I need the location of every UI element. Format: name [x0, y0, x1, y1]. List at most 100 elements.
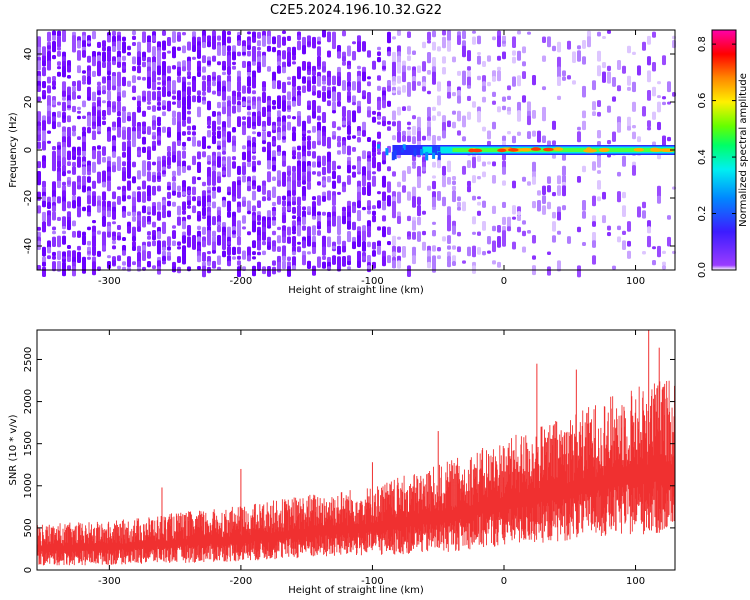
spectrogram-cell: [492, 260, 496, 265]
spectrogram-cell: [102, 120, 106, 126]
spectrogram-cell: [112, 85, 116, 91]
ridge-peak: [583, 149, 597, 153]
spectrogram-cell: [292, 240, 296, 246]
spectrogram-cell: [107, 176, 111, 181]
spectrogram-cell: [377, 200, 381, 209]
spectrogram-cell: [162, 51, 166, 60]
spectrogram-cell: [152, 230, 156, 237]
spectrogram-cell: [372, 171, 376, 175]
spectrogram-cell: [337, 265, 341, 272]
spectrogram-cell: [237, 76, 241, 82]
spectrogram-cell: [447, 245, 451, 250]
spectrogram-cell: [487, 130, 491, 140]
spectrogram-cell: [132, 111, 136, 124]
spectrogram-cell: [582, 200, 586, 211]
spectrogram-cell: [287, 121, 291, 131]
spectrogram-cell: [467, 95, 471, 101]
spectrogram-cell: [227, 36, 231, 44]
spectrogram-cell: [492, 161, 496, 167]
spectrogram-cell: [632, 81, 636, 93]
spectrogram-cell: [107, 255, 111, 259]
spectrogram-cell: [152, 135, 156, 140]
spectrogram-cell: [442, 36, 446, 49]
spectrogram-cell: [647, 70, 651, 83]
spectrogram-cell: [312, 225, 316, 236]
spectrogram-cell: [372, 241, 376, 250]
spectrogram-cell: [322, 112, 326, 123]
spectrogram-cell: [217, 176, 221, 184]
ridge-peak: [633, 147, 645, 152]
spectrogram-cell: [237, 195, 241, 199]
spectrogram-cell: [192, 56, 196, 60]
spectrogram-cell: [447, 211, 451, 215]
spectrogram-cell: [367, 137, 371, 142]
spectrogram-cell: [372, 116, 376, 123]
spectrogram-cell: [592, 101, 596, 111]
spectrogram-cell: [347, 120, 351, 126]
spectrogram-cell: [377, 191, 381, 195]
ridge-peak: [519, 147, 532, 152]
spectrogram-cell: [47, 95, 51, 107]
spectrogram-cell: [337, 126, 341, 131]
spectrogram-cell: [297, 151, 301, 160]
spectrogram-cell: [172, 101, 176, 105]
ridge-fragment: [437, 146, 441, 152]
spectrogram-cell: [157, 175, 161, 180]
spectrogram-cell: [357, 160, 361, 173]
spectrogram-cell: [402, 85, 406, 93]
spectrogram-cell: [372, 205, 376, 210]
spectrogram-cell: [112, 105, 116, 109]
spectrogram-cell: [332, 135, 336, 140]
spectrogram-cell: [67, 250, 71, 258]
spectrogram-cell: [312, 206, 316, 219]
spectrogram-cell: [482, 171, 486, 178]
spectrogram-cell: [442, 67, 446, 75]
spectrogram-cell: [422, 86, 426, 92]
spectrogram-cell: [67, 220, 71, 231]
colorbar-ticks: 0.00.20.40.60.8: [697, 36, 736, 278]
spectrogram-cell: [42, 200, 46, 208]
spectrogram-cell: [162, 30, 166, 36]
spectrogram-cell: [387, 51, 391, 57]
spectrogram-cell: [202, 66, 206, 73]
spectrogram-cell: [552, 192, 556, 197]
spectrogram-cell: [47, 140, 51, 144]
spectrogram-cell: [227, 246, 231, 256]
spectrogram-cell: [642, 201, 646, 209]
spectrogram-cell: [77, 156, 81, 168]
spectrogram-cell: [142, 96, 146, 101]
spectrogram-cell: [577, 45, 581, 50]
spectrogram-cell: [177, 205, 181, 216]
spectrogram-cell: [292, 225, 296, 232]
spectrogram-cell: [552, 235, 556, 243]
spectrogram-cell: [52, 35, 56, 41]
spectrogram-cell: [232, 161, 236, 169]
spectrogram-x-label: Height of straight line (km): [288, 285, 424, 296]
spectrogram-cell: [182, 66, 186, 72]
spectrogram-cell: [62, 66, 66, 78]
spectrogram-cell: [82, 40, 86, 48]
spectrogram-cell: [152, 161, 156, 166]
spectrogram-cell: [387, 85, 391, 92]
spectrogram-cell: [157, 121, 161, 126]
spectrogram-cell: [322, 135, 326, 147]
spectrogram-cell: [477, 196, 481, 200]
spectrogram-cell: [562, 165, 566, 176]
spectrogram-cell: [632, 101, 636, 112]
spectrogram-cell: [357, 171, 361, 175]
spectrogram-cell: [337, 245, 341, 255]
spectrogram-cell: [247, 66, 251, 72]
spectrogram-cell: [157, 65, 161, 76]
spectrogram-cell: [127, 116, 131, 122]
spectrogram-cell: [42, 141, 46, 151]
spectrogram-cell: [362, 186, 366, 196]
spectrogram-cell: [92, 180, 96, 189]
spectrogram-cell: [357, 41, 361, 53]
spectrogram-cell: [377, 245, 381, 255]
spectrogram-cell: [42, 120, 46, 132]
spectrogram-cell: [477, 35, 481, 45]
spectrogram-cell: [407, 265, 411, 277]
spectrogram-cell: [207, 256, 211, 263]
spectrogram-cell: [502, 236, 506, 247]
spectrogram-cell: [362, 241, 366, 252]
